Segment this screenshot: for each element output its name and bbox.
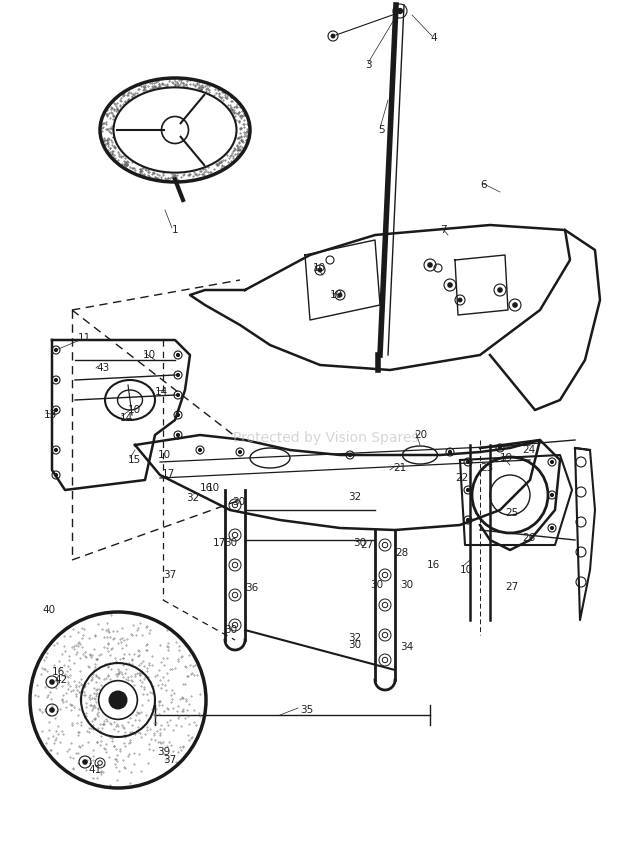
Circle shape — [319, 268, 322, 271]
Circle shape — [331, 35, 335, 38]
Text: 10: 10 — [158, 450, 171, 460]
Text: Protected by Vision Spares: Protected by Vision Spares — [233, 432, 419, 445]
Circle shape — [448, 451, 451, 454]
Text: 17: 17 — [213, 538, 226, 548]
Circle shape — [177, 414, 179, 416]
Circle shape — [338, 293, 342, 297]
Circle shape — [498, 447, 502, 449]
Circle shape — [177, 373, 179, 377]
Text: 26: 26 — [522, 533, 535, 543]
Text: 1: 1 — [172, 225, 179, 235]
Text: 17: 17 — [162, 469, 176, 479]
Text: 34: 34 — [400, 642, 413, 652]
Text: 37: 37 — [163, 570, 176, 580]
Circle shape — [428, 263, 432, 267]
Text: 30: 30 — [224, 625, 237, 635]
Circle shape — [55, 379, 58, 381]
Text: 37: 37 — [163, 755, 176, 765]
Text: 30: 30 — [400, 580, 413, 590]
Text: 22: 22 — [455, 473, 468, 483]
Text: 6: 6 — [480, 180, 487, 190]
Text: 10: 10 — [460, 565, 473, 575]
Circle shape — [448, 283, 452, 287]
Circle shape — [199, 448, 201, 451]
Text: 23: 23 — [480, 463, 493, 473]
Text: 10: 10 — [207, 483, 220, 493]
Text: 30: 30 — [232, 497, 245, 507]
Text: 14: 14 — [155, 387, 168, 397]
Circle shape — [109, 691, 127, 709]
Text: 11: 11 — [78, 333, 92, 343]
Text: 16: 16 — [200, 483, 213, 493]
Text: 21: 21 — [393, 463, 406, 473]
Circle shape — [466, 518, 470, 522]
Text: 16: 16 — [52, 667, 65, 677]
Text: 13: 13 — [44, 410, 57, 420]
Circle shape — [513, 303, 517, 307]
Text: 30: 30 — [353, 538, 366, 548]
Circle shape — [466, 489, 470, 491]
Text: 35: 35 — [300, 705, 314, 715]
Text: 10: 10 — [128, 405, 141, 415]
Circle shape — [55, 349, 58, 352]
Circle shape — [466, 460, 470, 464]
Text: 4: 4 — [430, 33, 436, 43]
Text: 28: 28 — [395, 548, 408, 558]
Text: 30: 30 — [370, 580, 383, 590]
Text: 10: 10 — [143, 350, 156, 360]
Text: 36: 36 — [245, 583, 258, 593]
Circle shape — [55, 448, 58, 451]
Text: 25: 25 — [505, 508, 519, 518]
Text: 39: 39 — [157, 747, 171, 757]
Text: 16: 16 — [427, 560, 440, 570]
Circle shape — [349, 454, 351, 456]
Circle shape — [551, 494, 554, 497]
Circle shape — [498, 288, 502, 293]
Text: 27: 27 — [360, 540, 373, 550]
Circle shape — [50, 708, 54, 712]
Circle shape — [177, 394, 179, 396]
Text: 30: 30 — [348, 640, 361, 650]
Text: 3: 3 — [365, 60, 372, 70]
Circle shape — [50, 680, 54, 685]
Circle shape — [55, 474, 58, 476]
Circle shape — [398, 8, 403, 13]
Text: 10: 10 — [313, 263, 326, 273]
Circle shape — [55, 409, 58, 411]
Text: 32: 32 — [186, 493, 199, 503]
Text: 30: 30 — [224, 538, 237, 548]
Text: 5: 5 — [378, 125, 384, 135]
Circle shape — [551, 527, 554, 529]
Text: 40: 40 — [42, 605, 55, 615]
Circle shape — [177, 353, 179, 357]
Text: 19: 19 — [500, 453, 514, 463]
Text: 32: 32 — [348, 492, 361, 502]
Circle shape — [239, 451, 241, 454]
Circle shape — [551, 460, 554, 464]
Circle shape — [83, 760, 87, 764]
Text: 10: 10 — [330, 290, 343, 300]
Text: 14: 14 — [120, 413, 134, 423]
Text: 43: 43 — [96, 363, 109, 373]
Text: 42: 42 — [54, 675, 67, 685]
Text: 24: 24 — [522, 445, 535, 455]
Text: 15: 15 — [128, 455, 141, 465]
Circle shape — [177, 433, 179, 437]
Text: 32: 32 — [348, 633, 361, 643]
Circle shape — [458, 298, 461, 302]
Text: 27: 27 — [505, 582, 519, 592]
Text: 20: 20 — [414, 430, 427, 440]
Text: 7: 7 — [440, 225, 446, 235]
Text: 41: 41 — [88, 765, 101, 775]
